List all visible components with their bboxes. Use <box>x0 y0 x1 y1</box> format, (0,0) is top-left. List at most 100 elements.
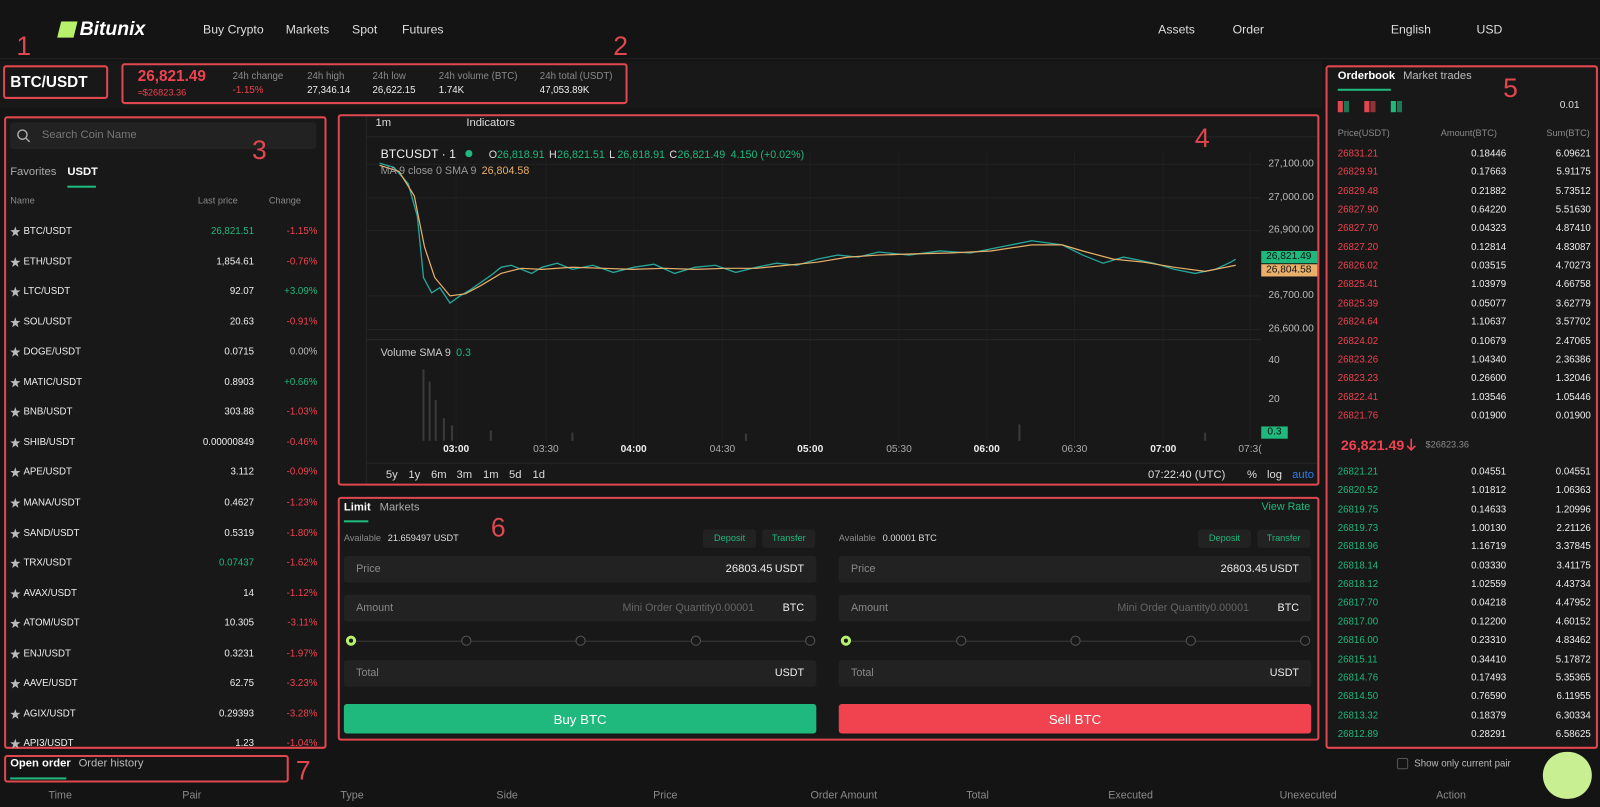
favorite-star[interactable] <box>10 407 21 418</box>
transfer-button[interactable] <box>762 529 816 548</box>
orderbook-tab[interactable]: Market trades <box>1403 69 1472 83</box>
order-button[interactable] <box>838 703 1312 734</box>
order-button[interactable] <box>343 703 817 734</box>
coin-name[interactable]: AVAX/USDT <box>23 587 77 599</box>
favorite-star[interactable] <box>10 738 21 749</box>
slider-stop[interactable] <box>575 635 586 646</box>
orders-tab[interactable]: Order history <box>78 757 144 770</box>
coin-name[interactable]: BNB/USDT <box>23 406 73 418</box>
range-button[interactable]: 5y <box>385 468 398 482</box>
orders-tab[interactable]: Open order <box>10 757 71 770</box>
coin-name[interactable]: AGIX/USDT <box>23 708 76 720</box>
coin-name[interactable]: LTC/USDT <box>23 286 71 298</box>
favorite-star[interactable] <box>10 708 21 719</box>
favorite-star[interactable] <box>10 286 21 297</box>
coin-name[interactable]: ETH/USDT <box>23 255 72 268</box>
range-button[interactable]: 1m <box>483 468 499 482</box>
slider-stop[interactable] <box>1185 635 1196 646</box>
trade-tab[interactable]: Limit <box>343 501 371 514</box>
favorite-star[interactable] <box>10 256 21 267</box>
slider-stop[interactable] <box>460 635 471 646</box>
favorite-star[interactable] <box>10 347 21 357</box>
coin-name[interactable]: TRX/USDT <box>23 557 72 569</box>
slider-stop[interactable] <box>1300 635 1311 646</box>
favorite-star[interactable] <box>10 648 21 659</box>
header-menu[interactable]: English <box>1390 22 1431 37</box>
favorite-star[interactable] <box>10 527 21 538</box>
slider-stop[interactable] <box>955 635 966 646</box>
coin-name[interactable]: ENJ/USDT <box>23 647 71 660</box>
transfer-label[interactable]: Transfer <box>771 533 806 544</box>
header-menu[interactable]: USD <box>1476 22 1503 37</box>
deposit-button[interactable] <box>1197 529 1252 548</box>
deposit-button[interactable] <box>703 529 757 548</box>
coin-name[interactable]: APE/USDT <box>23 466 72 479</box>
search-box[interactable] <box>10 122 317 149</box>
nav-link[interactable]: Markets <box>285 22 330 37</box>
range-button[interactable]: 6m <box>430 468 447 482</box>
book-view-icon[interactable] <box>1390 101 1396 113</box>
favorite-star[interactable] <box>10 497 21 508</box>
indicators-button[interactable]: Indicators <box>466 116 516 130</box>
slider-stop[interactable] <box>690 635 701 646</box>
coin-name[interactable]: SOL/USDT <box>23 316 72 328</box>
favorite-star[interactable] <box>10 588 21 599</box>
precision-select[interactable]: 0.01 <box>1559 99 1580 112</box>
tab[interactable]: USDT <box>67 165 98 179</box>
search-placeholder[interactable]: Search Coin Name <box>41 129 137 142</box>
favorite-star[interactable] <box>10 618 21 629</box>
favorite-star[interactable] <box>10 437 21 448</box>
deposit-label[interactable]: Deposit <box>714 533 746 544</box>
slider-stop[interactable] <box>805 635 816 646</box>
range-button[interactable]: 1d <box>532 468 546 482</box>
header-menu[interactable]: Assets <box>1158 22 1195 37</box>
transfer-label[interactable]: Transfer <box>1266 533 1301 544</box>
favorite-star[interactable] <box>10 558 21 569</box>
book-view-icon[interactable] <box>1364 101 1370 113</box>
range-button[interactable]: 3m <box>456 468 473 482</box>
deposit-label[interactable]: Deposit <box>1208 533 1241 544</box>
filter-label[interactable]: Show only current pair <box>1414 758 1511 770</box>
book-view-icon[interactable] <box>1396 101 1403 113</box>
coin-name[interactable]: DOGE/USDT <box>23 346 82 358</box>
favorite-star[interactable] <box>10 377 21 388</box>
coin-name[interactable]: SAND/USDT <box>23 527 80 539</box>
price-input[interactable] <box>343 556 817 583</box>
coin-name[interactable]: API3/USDT <box>23 738 74 750</box>
favorite-star[interactable] <box>10 467 21 478</box>
chat-button[interactable] <box>1542 751 1592 799</box>
scale-option[interactable]: log <box>1266 468 1282 482</box>
coin-name[interactable]: BTC/USDT <box>23 225 72 237</box>
coin-name[interactable]: MATIC/USDT <box>23 376 82 388</box>
coin-name[interactable]: AAVE/USDT <box>23 677 78 690</box>
coin-name[interactable]: ATOM/USDT <box>23 617 80 629</box>
total-input[interactable] <box>343 660 817 687</box>
book-view-icon[interactable] <box>1337 101 1343 113</box>
transfer-button[interactable] <box>1257 529 1311 548</box>
order-button-label[interactable]: Sell BTC <box>1048 711 1102 727</box>
slider-stop[interactable] <box>840 635 852 646</box>
favorite-star[interactable] <box>10 226 21 237</box>
scale-option[interactable]: auto <box>1292 468 1314 482</box>
nav-link[interactable]: Futures <box>402 22 444 37</box>
view-rate-link[interactable]: View Rate <box>1261 500 1311 513</box>
order-button-label[interactable]: Buy BTC <box>553 711 607 727</box>
book-view-icon[interactable] <box>1370 101 1376 113</box>
orderbook-tab[interactable]: Orderbook <box>1337 69 1396 83</box>
trade-tab[interactable]: Markets <box>379 501 420 514</box>
tab[interactable]: Favorites <box>10 165 57 179</box>
favorite-star[interactable] <box>10 316 21 327</box>
range-button[interactable]: 1y <box>408 468 421 482</box>
range-button[interactable]: 5d <box>509 468 522 482</box>
total-input[interactable] <box>838 660 1312 687</box>
header-menu[interactable]: Order <box>1232 22 1264 37</box>
slider-stop[interactable] <box>345 635 357 646</box>
amount-input[interactable] <box>343 594 817 622</box>
checkbox[interactable] <box>1396 758 1409 770</box>
nav-link[interactable]: Spot <box>352 22 378 37</box>
amount-input[interactable] <box>838 594 1312 622</box>
nav-link[interactable]: Buy Crypto <box>203 22 264 37</box>
scale-option[interactable]: % <box>1247 468 1258 482</box>
price-input[interactable] <box>838 556 1312 583</box>
slider-stop[interactable] <box>1070 635 1081 646</box>
